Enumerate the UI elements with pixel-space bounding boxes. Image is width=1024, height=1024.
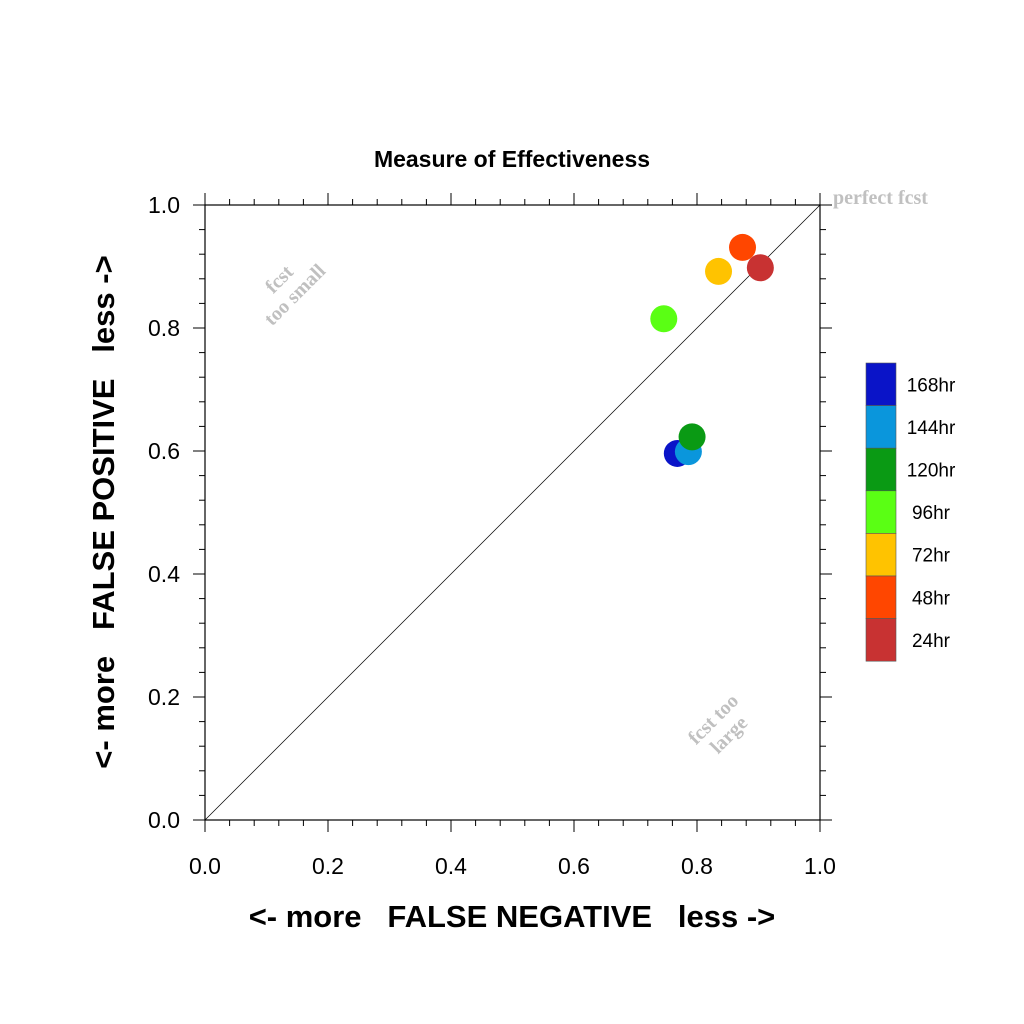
x-tick-label: 0.4 bbox=[435, 853, 467, 879]
legend-label-24hr: 24hr bbox=[912, 631, 951, 652]
y-tick-label: 0.4 bbox=[148, 561, 180, 587]
legend-label-120hr: 120hr bbox=[907, 461, 956, 482]
chart-title: Measure of Effectiveness bbox=[374, 146, 650, 172]
x-tick-label: 0.0 bbox=[189, 853, 221, 879]
y-tick-label: 0.6 bbox=[148, 438, 180, 464]
legend-label-144hr: 144hr bbox=[907, 418, 956, 439]
axis-ticks bbox=[193, 193, 832, 832]
x-tick-label: 0.6 bbox=[558, 853, 590, 879]
annotation-too-small-line2: too small bbox=[260, 260, 330, 330]
diagonal-line bbox=[204, 204, 821, 821]
legend-swatch-72hr bbox=[865, 533, 897, 577]
x-axis-label: <- more FALSE NEGATIVE less -> bbox=[249, 899, 776, 934]
annotation-fcst-too-small: fcst too small bbox=[260, 260, 330, 330]
marker-48hr bbox=[729, 233, 757, 261]
marker-120hr bbox=[678, 423, 706, 451]
plot-frame bbox=[204, 204, 821, 821]
x-tick-label: 0.8 bbox=[681, 853, 713, 879]
legend-label-168hr: 168hr bbox=[907, 375, 956, 396]
y-tick-label: 0.8 bbox=[148, 315, 180, 341]
x-tick-labels: 0.0 0.2 0.4 0.6 0.8 1.0 bbox=[189, 853, 836, 879]
plot-area: 0.0 0.2 0.4 0.6 0.8 1.0 0.0 0.2 0.4 0.6 0.8 1.0 bbox=[148, 192, 836, 879]
y-tick-label: 1.0 bbox=[148, 192, 180, 218]
y-tick-label: 0.0 bbox=[148, 807, 180, 833]
legend: 168hr 144hr 120hr 96hr 72hr 48hr 24hr bbox=[865, 362, 956, 662]
data-markers bbox=[650, 233, 774, 467]
y-axis-label: <- more FALSE POSITIVE less -> bbox=[86, 255, 121, 768]
marker-96hr bbox=[650, 305, 678, 333]
legend-swatch-24hr bbox=[865, 618, 897, 662]
legend-swatch-96hr bbox=[865, 490, 897, 534]
annotation-perfect-fcst: perfect fcst bbox=[833, 187, 928, 209]
legend-swatch-48hr bbox=[865, 575, 897, 619]
y-tick-labels: 0.0 0.2 0.4 0.6 0.8 1.0 bbox=[148, 192, 180, 833]
legend-swatch-144hr bbox=[865, 405, 897, 449]
x-tick-label: 1.0 bbox=[804, 853, 836, 879]
marker-72hr bbox=[705, 257, 733, 285]
legend-swatch-168hr bbox=[865, 362, 897, 406]
annotation-fcst-too-large: fcst too large bbox=[684, 690, 752, 758]
legend-swatch-120hr bbox=[865, 447, 897, 492]
y-tick-label: 0.2 bbox=[148, 684, 180, 710]
legend-label-72hr: 72hr bbox=[912, 546, 951, 567]
marker-24hr bbox=[746, 254, 774, 282]
legend-label-48hr: 48hr bbox=[912, 588, 951, 609]
x-tick-label: 0.2 bbox=[312, 853, 344, 879]
legend-label-96hr: 96hr bbox=[912, 503, 951, 524]
